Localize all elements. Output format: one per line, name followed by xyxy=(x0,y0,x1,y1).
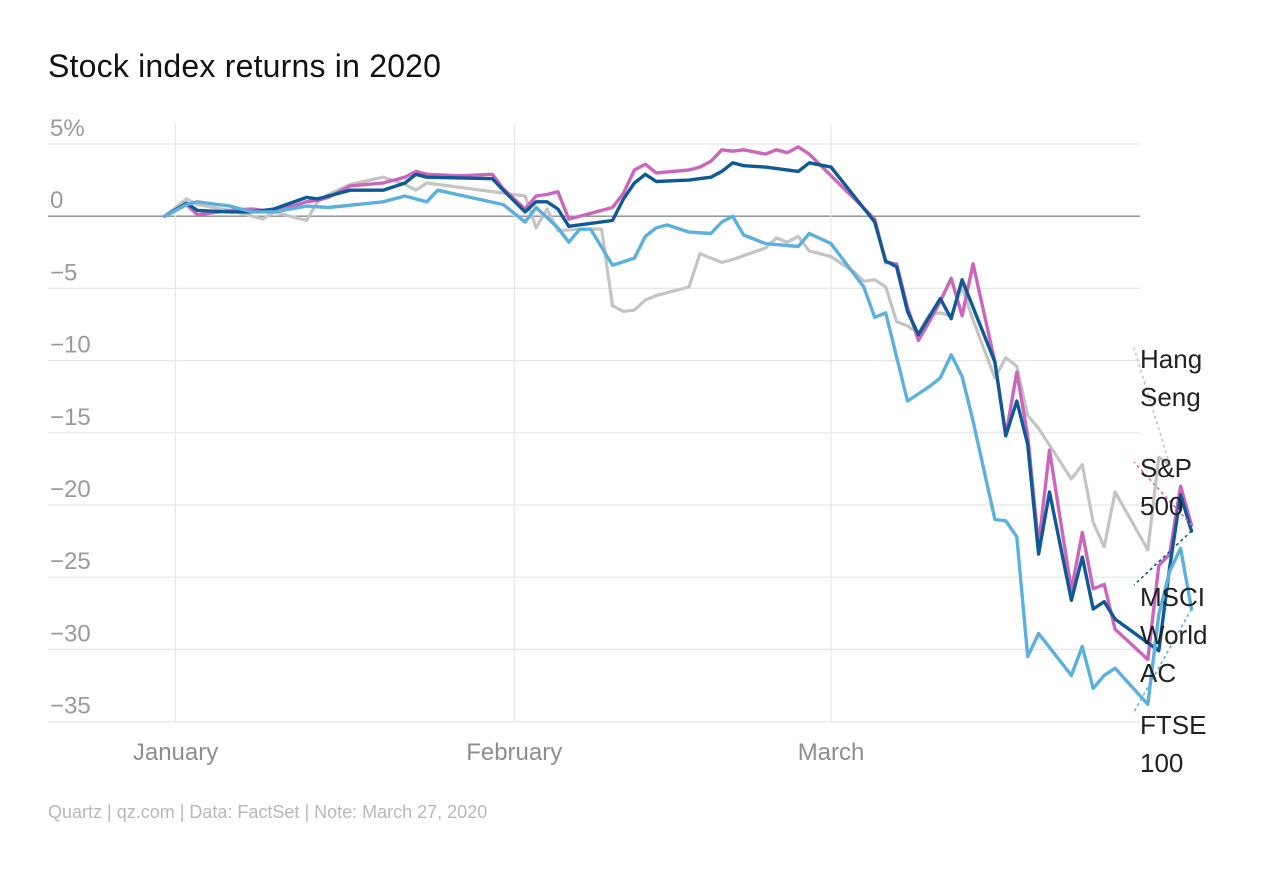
x-axis-ticks: January February March xyxy=(133,739,865,766)
chart-title: Stock index returns in 2020 xyxy=(48,48,442,84)
series-lines xyxy=(162,145,1194,706)
leader-line-hang-seng xyxy=(1133,347,1171,465)
x-tick-label: March xyxy=(798,739,865,766)
leader-line-s-p-500 xyxy=(1133,461,1193,526)
y-tick-label: −30 xyxy=(50,620,91,647)
series-label-msci-world-ac: MSCI xyxy=(1140,582,1205,612)
y-tick-label: 5% xyxy=(50,115,85,142)
series-line-ftse-100 xyxy=(162,188,1194,706)
series-label-msci-world-ac: World xyxy=(1140,620,1207,650)
leader-line-msci-world-ac xyxy=(1133,530,1193,586)
y-tick-label: −10 xyxy=(50,332,91,359)
y-tick-label: −25 xyxy=(50,548,91,575)
series-labels: Hang Seng S&P 500 MSCI World AC FTSE 100 xyxy=(1140,344,1207,778)
source-footer: Quartz | qz.com | Data: FactSet | Note: … xyxy=(48,802,488,822)
series-label-hang-seng: Hang xyxy=(1140,344,1202,374)
series-line-s-p-500 xyxy=(162,145,1194,662)
label-leader-lines xyxy=(1133,347,1193,713)
y-tick-label: −15 xyxy=(50,404,91,431)
leader-line-ftse-100 xyxy=(1133,608,1193,713)
series-label-ftse-100: 100 xyxy=(1140,748,1183,778)
series-label-msci-world-ac: AC xyxy=(1140,658,1176,688)
y-tick-label: −20 xyxy=(50,476,91,503)
y-tick-label: 0 xyxy=(50,187,63,214)
gridlines xyxy=(48,124,1140,723)
series-line-hang-seng xyxy=(163,175,1172,552)
series-label-s-p-500: 500 xyxy=(1140,491,1183,521)
series-label-s-p-500: S&P xyxy=(1140,453,1192,483)
series-label-hang-seng: Seng xyxy=(1140,382,1201,412)
series-label-ftse-100: FTSE xyxy=(1140,710,1206,740)
series-line-msci-world-ac xyxy=(162,161,1194,653)
y-axis-ticks: 5% 0 −5 −10 −15 −20 −25 −30 −35 xyxy=(50,115,91,720)
x-tick-label: February xyxy=(466,739,562,766)
x-tick-label: January xyxy=(133,739,218,766)
y-tick-label: −5 xyxy=(50,259,77,286)
y-tick-label: −35 xyxy=(50,693,91,720)
